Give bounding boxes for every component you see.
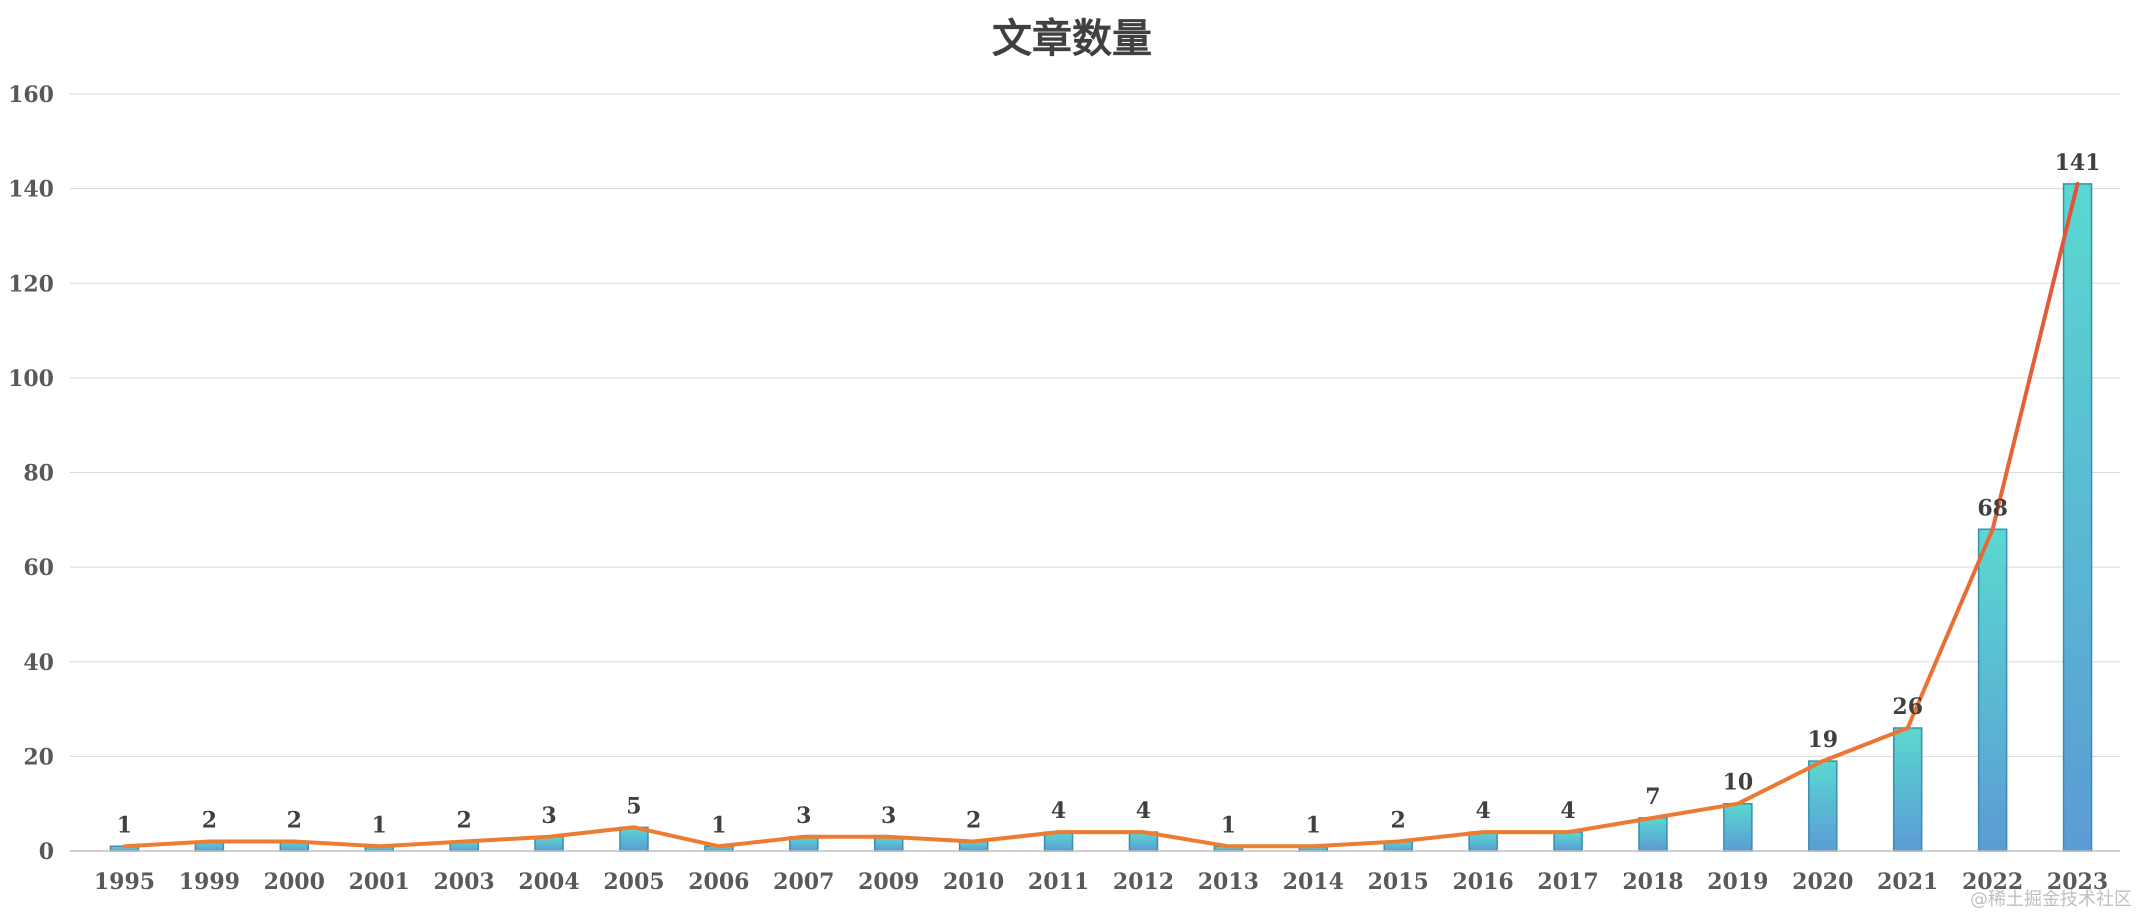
bar — [1977, 528, 2008, 852]
x-tick-label: 2006 — [688, 869, 749, 895]
trend-line — [122, 181, 2080, 849]
data-label: 2 — [456, 808, 471, 834]
x-tick-label: 2001 — [349, 869, 410, 895]
x-tick-label: 1995 — [94, 869, 155, 895]
watermark: @稀土掘金技术社区 — [1970, 889, 2132, 910]
data-label: 5 — [626, 793, 641, 819]
x-tick-label: 2003 — [434, 869, 495, 895]
data-label: 10 — [1723, 770, 1754, 796]
data-label: 3 — [796, 803, 811, 829]
bar — [1553, 831, 1583, 852]
data-label: 1 — [711, 812, 726, 838]
data-label: 1 — [117, 812, 132, 838]
bar — [1892, 727, 1923, 852]
x-tick-label: 2021 — [1877, 869, 1938, 895]
x-tick-label: 2023 — [2047, 869, 2108, 895]
x-tick-label: 2020 — [1792, 869, 1853, 895]
x-tick-label: 2011 — [1028, 869, 1089, 895]
x-tick-label: 2009 — [858, 869, 919, 895]
data-label: 3 — [881, 803, 896, 829]
x-tick-label: 2016 — [1453, 869, 1514, 895]
data-label: 2 — [287, 808, 302, 834]
x-tick-label: 2017 — [1537, 869, 1598, 895]
x-axis: 1995 1999 2000 2001 2003 2004 2005 2006 2007 2009… — [70, 850, 2120, 895]
bar — [2062, 183, 2093, 852]
y-tick-label: 100 — [8, 366, 54, 392]
x-tick-label: 2018 — [1622, 869, 1683, 895]
x-tick-label: 2007 — [773, 869, 834, 895]
data-label: 19 — [1807, 727, 1838, 753]
x-tick-label: 2012 — [1113, 869, 1174, 895]
x-tick-label: 2019 — [1707, 869, 1768, 895]
data-label: 3 — [541, 803, 556, 829]
grid-lines — [70, 93, 2120, 757]
y-tick-label: 140 — [8, 177, 54, 203]
x-tick-label: 2014 — [1283, 869, 1344, 895]
data-label: 2 — [1391, 808, 1406, 834]
data-label: 2 — [202, 808, 217, 834]
y-tick-label: 40 — [23, 650, 54, 676]
data-label: 7 — [1645, 784, 1660, 810]
data-label: 4 — [1475, 798, 1490, 824]
data-label: 141 — [2055, 150, 2101, 176]
line-series — [122, 181, 2080, 849]
x-tick-label: 2004 — [518, 869, 579, 895]
y-tick-label: 80 — [23, 461, 54, 487]
x-tick-label: 2022 — [1962, 869, 2023, 895]
data-label: 68 — [1977, 495, 2008, 521]
x-tick-label: 2010 — [943, 869, 1004, 895]
bar — [1638, 817, 1668, 852]
x-tick-label: 2015 — [1368, 869, 1429, 895]
data-label: 1 — [1221, 812, 1236, 838]
bar — [1723, 802, 1753, 852]
data-labels: 1 2 2 1 2 3 5 1 3 3 2 4 4 1 1 2 4 4 7 10 19 26 68 141 — [117, 150, 2101, 838]
data-label: 1 — [372, 812, 387, 838]
data-label: 2 — [966, 808, 981, 834]
x-tick-label: 2005 — [603, 869, 664, 895]
x-tick-label: 1999 — [179, 869, 240, 895]
y-tick-label: 20 — [23, 744, 54, 770]
data-label: 4 — [1136, 798, 1151, 824]
x-tick-label: 2013 — [1198, 869, 1259, 895]
x-tick-label: 2000 — [264, 869, 325, 895]
chart-title: 文章数量 — [992, 16, 1152, 62]
y-axis: 0 20 40 60 80 100 120 140 160 — [8, 82, 54, 865]
bar-series — [109, 183, 2093, 852]
data-label: 1 — [1306, 812, 1321, 838]
data-label: 26 — [1892, 694, 1923, 720]
y-tick-label: 120 — [8, 271, 54, 297]
data-label: 4 — [1051, 798, 1066, 824]
data-label: 4 — [1560, 798, 1575, 824]
y-tick-label: 60 — [23, 555, 54, 581]
y-tick-label: 0 — [39, 839, 54, 865]
y-tick-label: 160 — [8, 82, 54, 108]
bar — [1808, 760, 1838, 852]
